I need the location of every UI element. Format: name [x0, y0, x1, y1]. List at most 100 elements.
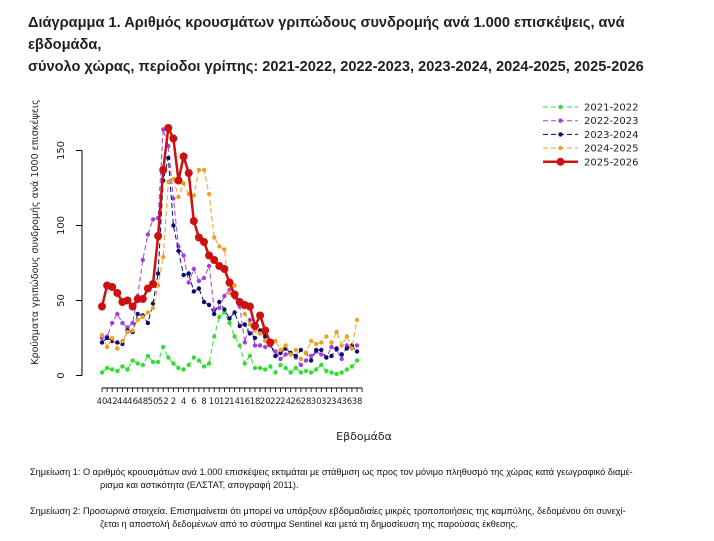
data-point-2023-2024	[99, 340, 105, 345]
data-point-2024-2025	[257, 331, 263, 336]
data-point-2024-2025	[298, 356, 304, 362]
data-point-2022-2023	[354, 343, 360, 348]
data-point-2023-2024	[329, 353, 334, 359]
data-point-2024-2025	[217, 244, 222, 249]
data-point-2024-2025	[288, 352, 293, 357]
note-2: Σημείωση 2: Προσωρινά στοιχεία. Επισημαί…	[30, 505, 690, 531]
data-point-2024-2025	[354, 317, 360, 323]
data-point-2025-2026	[261, 326, 270, 335]
data-point-2024-2025	[334, 329, 339, 335]
data-point-2023-2024	[298, 347, 304, 353]
data-point-2024-2025	[191, 193, 196, 198]
data-point-2024-2025	[110, 335, 115, 341]
data-point-2024-2025	[130, 328, 135, 333]
data-point-2021-2022	[354, 358, 360, 363]
data-point-2025-2026	[256, 311, 265, 320]
data-point-2023-2024	[145, 320, 151, 326]
data-point-2022-2023	[120, 320, 125, 326]
data-point-2021-2022	[191, 355, 196, 360]
data-point-2022-2023	[201, 275, 207, 281]
data-point-2024-2025	[344, 334, 349, 339]
data-point-2023-2024	[242, 322, 247, 327]
data-point-2021-2022	[314, 367, 319, 372]
series-2024-2025	[99, 167, 360, 362]
series-2025-2026	[98, 123, 275, 347]
data-point-2022-2023	[186, 280, 191, 285]
chart-title: Διάγραμμα 1. Αριθμός κρουσμάτων γριπώδου…	[28, 12, 698, 78]
data-point-2024-2025	[145, 310, 151, 315]
data-point-2023-2024	[314, 347, 319, 353]
x-tick-label: 14	[229, 397, 240, 407]
data-point-2024-2025	[120, 338, 125, 344]
data-point-2022-2023	[196, 278, 202, 284]
x-tick-label: 36	[341, 397, 352, 407]
data-point-2024-2025	[212, 235, 217, 240]
data-point-2024-2025	[104, 344, 110, 350]
x-tick-label: 46	[127, 397, 138, 407]
data-point-2021-2022	[329, 370, 334, 375]
data-point-2024-2025	[99, 332, 105, 338]
data-point-2024-2025	[201, 167, 207, 173]
y-tick-label: 50	[56, 294, 67, 307]
data-point-2025-2026	[154, 232, 163, 240]
data-point-2023-2024	[293, 353, 298, 359]
data-point-2023-2024	[206, 302, 212, 308]
x-tick-label: 28	[301, 397, 312, 407]
legend-label: 2025-2026	[584, 157, 639, 168]
data-point-2021-2022	[176, 365, 181, 371]
data-point-2024-2025	[196, 167, 202, 173]
data-point-2023-2024	[201, 299, 207, 305]
y-tick-label: 150	[56, 141, 67, 160]
data-point-2021-2022	[130, 358, 135, 363]
data-point-2022-2023	[217, 305, 222, 311]
x-axis-label: Εβδομάδα	[336, 430, 392, 443]
data-point-2022-2023	[339, 356, 344, 362]
x-tick-label: 10	[209, 397, 220, 407]
data-point-2025-2026	[245, 302, 254, 311]
data-point-2021-2022	[324, 368, 329, 374]
data-point-2023-2024	[247, 331, 253, 336]
data-point-2024-2025	[278, 347, 283, 353]
data-point-2023-2024	[344, 346, 349, 351]
data-point-2025-2026	[159, 166, 168, 174]
chart-legend: 2021-2022 2022-2023 2023-2024 2024-2025 2025…	[543, 103, 639, 168]
data-point-2021-2022	[242, 361, 247, 366]
data-point-2024-2025	[135, 317, 140, 323]
legend-item-2023-2024: 2023-2024	[543, 130, 639, 141]
data-point-2024-2025	[314, 341, 319, 347]
legend-label: 2023-2024	[584, 130, 639, 141]
data-point-2024-2025	[247, 322, 253, 327]
data-point-2023-2024	[181, 272, 186, 278]
x-tick-label: 34	[331, 397, 342, 407]
data-point-2022-2023	[303, 358, 309, 363]
data-point-2025-2026	[220, 265, 229, 273]
y-tick-label: 0	[56, 372, 67, 378]
data-point-2021-2022	[344, 367, 349, 372]
data-point-2023-2024	[339, 352, 344, 357]
data-point-2022-2023	[115, 311, 120, 317]
x-tick-label: 2	[171, 397, 176, 407]
series-2021-2022	[99, 310, 360, 377]
data-point-2025-2026	[113, 289, 122, 297]
data-point-2021-2022	[237, 343, 242, 348]
legend-item-2021-2022: 2021-2022	[543, 103, 639, 114]
data-point-2021-2022	[257, 365, 263, 371]
data-point-2021-2022	[120, 364, 125, 369]
data-point-2024-2025	[140, 314, 145, 320]
data-point-2021-2022	[145, 353, 151, 359]
data-point-2024-2025	[181, 181, 186, 186]
series-line-2023-2024	[101, 157, 358, 362]
data-point-2022-2023	[329, 344, 334, 350]
x-tick-label: 50	[148, 397, 159, 407]
x-tick-label: 48	[137, 397, 148, 407]
data-point-2024-2025	[206, 191, 212, 197]
data-point-2024-2025	[171, 176, 176, 182]
data-point-2021-2022	[268, 364, 273, 369]
x-tick-label: 18	[250, 397, 261, 407]
data-point-2023-2024	[252, 335, 258, 341]
data-point-2021-2022	[135, 361, 140, 366]
data-point-2022-2023	[257, 343, 263, 348]
data-point-2025-2026	[149, 280, 157, 288]
data-point-2024-2025	[176, 194, 181, 200]
data-point-2021-2022	[217, 314, 222, 320]
